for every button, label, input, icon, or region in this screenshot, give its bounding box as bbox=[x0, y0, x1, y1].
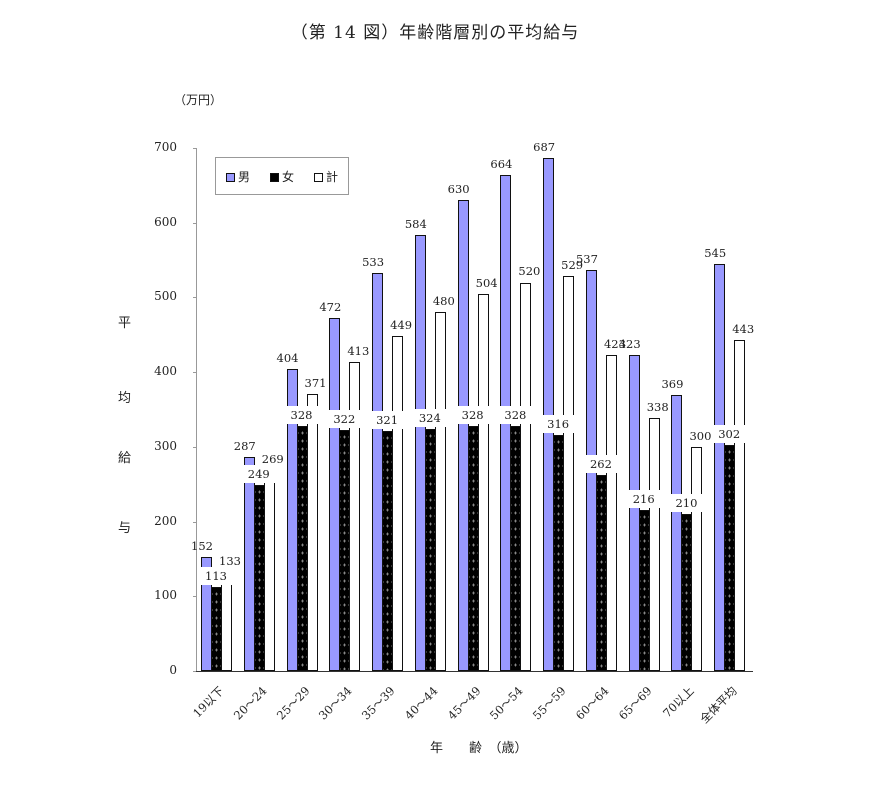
value-label-female: 322 bbox=[327, 410, 362, 429]
bar-male bbox=[543, 157, 555, 671]
y-tick-mark bbox=[193, 372, 196, 374]
bar-total bbox=[691, 446, 703, 671]
value-label-female: 113 bbox=[199, 566, 233, 585]
y-tick-label: 500 bbox=[154, 289, 177, 304]
y-axis-title-char: 与 bbox=[118, 521, 132, 536]
value-label-female: 216 bbox=[626, 489, 661, 508]
bar-total bbox=[349, 362, 361, 671]
legend: 男女計 bbox=[215, 157, 349, 195]
value-label-total: 449 bbox=[390, 317, 413, 332]
y-tick-mark bbox=[193, 446, 196, 448]
x-axis-title: 年 齢 （歳） bbox=[430, 741, 528, 756]
bar-total bbox=[221, 571, 232, 671]
chart-title: （第 14 図）年齢階層別の平均給与 bbox=[290, 23, 580, 43]
y-tick-label: 700 bbox=[154, 140, 177, 154]
legend-swatch bbox=[225, 172, 235, 182]
value-label-total: 443 bbox=[732, 322, 755, 337]
value-label-total: 269 bbox=[261, 452, 284, 467]
bar-total bbox=[734, 340, 746, 671]
y-tick-label: 100 bbox=[154, 588, 177, 603]
x-axis-line bbox=[196, 671, 753, 672]
legend-swatch bbox=[269, 172, 279, 182]
bar-total bbox=[263, 470, 275, 671]
bar-total bbox=[605, 354, 617, 671]
value-label-total: 338 bbox=[646, 400, 669, 415]
legend-label: 計 bbox=[325, 169, 338, 184]
y-tick-label: 200 bbox=[154, 513, 177, 528]
value-label-female: 324 bbox=[412, 408, 447, 427]
value-label-male: 152 bbox=[191, 539, 213, 554]
legend-label: 女 bbox=[281, 169, 294, 184]
y-tick-label: 300 bbox=[154, 438, 177, 453]
y-unit-label: （万円） bbox=[174, 93, 223, 107]
value-label-female: 321 bbox=[370, 411, 405, 430]
y-tick-label: 0 bbox=[169, 663, 177, 677]
y-axis-title-char: 均 bbox=[118, 391, 132, 406]
plot-area bbox=[196, 148, 752, 671]
value-label-male: 687 bbox=[533, 139, 556, 154]
value-label-total: 529 bbox=[561, 257, 584, 272]
value-label-female: 328 bbox=[284, 405, 319, 424]
y-tick-label: 400 bbox=[154, 364, 177, 379]
value-label-female: 328 bbox=[455, 405, 490, 424]
y-tick-mark bbox=[193, 148, 196, 149]
value-label-male: 630 bbox=[447, 182, 470, 197]
value-label-male: 472 bbox=[319, 300, 342, 315]
bar-total bbox=[520, 282, 532, 671]
y-tick-mark bbox=[193, 596, 196, 598]
value-label-male: 545 bbox=[704, 245, 727, 260]
value-label-male: 584 bbox=[404, 216, 427, 231]
value-label-male: 537 bbox=[575, 251, 598, 266]
bar-total bbox=[477, 294, 489, 671]
value-label-total: 133 bbox=[219, 553, 241, 568]
value-label-male: 287 bbox=[233, 438, 256, 453]
y-axis-title-char: 平 bbox=[118, 316, 132, 331]
value-label-male: 423 bbox=[618, 336, 641, 351]
value-label-male: 369 bbox=[661, 377, 684, 392]
value-label-total: 423 bbox=[603, 336, 626, 351]
value-label-female: 328 bbox=[498, 405, 533, 424]
value-label-total: 371 bbox=[304, 375, 327, 390]
value-label-male: 404 bbox=[276, 351, 299, 366]
bar-total bbox=[648, 418, 660, 671]
y-tick-label: 600 bbox=[154, 214, 177, 229]
value-label-total: 300 bbox=[689, 428, 712, 443]
legend-item: 計 bbox=[313, 168, 338, 185]
y-tick-mark bbox=[193, 222, 196, 224]
value-label-total: 504 bbox=[475, 276, 498, 291]
value-label-female: 316 bbox=[541, 414, 576, 433]
bar-total bbox=[434, 312, 446, 671]
value-label-total: 413 bbox=[347, 344, 370, 359]
value-label-female: 210 bbox=[669, 494, 704, 513]
legend-swatch bbox=[313, 172, 323, 182]
bar-total bbox=[392, 335, 404, 671]
value-label-male: 664 bbox=[490, 156, 513, 171]
value-label-total: 480 bbox=[432, 294, 455, 309]
value-label-male: 533 bbox=[362, 254, 385, 269]
legend-label: 男 bbox=[237, 169, 250, 184]
y-tick-mark bbox=[193, 297, 196, 299]
legend-item: 女 bbox=[269, 168, 294, 185]
value-label-female: 262 bbox=[583, 455, 618, 474]
value-label-total: 520 bbox=[518, 264, 541, 279]
y-tick-mark bbox=[193, 671, 196, 672]
y-axis-title-char: 給 bbox=[118, 451, 132, 466]
y-tick-mark bbox=[193, 521, 196, 523]
bar-total bbox=[306, 393, 318, 671]
legend-item: 男 bbox=[225, 168, 250, 185]
y-axis-line bbox=[196, 148, 197, 672]
value-label-female: 302 bbox=[712, 425, 747, 444]
value-label-female: 249 bbox=[241, 464, 276, 483]
bar-total bbox=[563, 275, 575, 671]
